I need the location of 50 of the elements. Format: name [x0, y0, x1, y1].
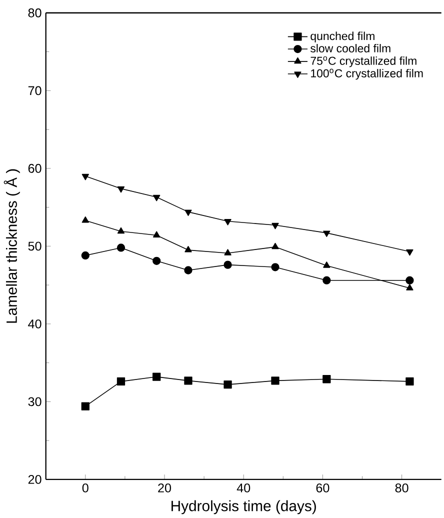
- point: [322, 262, 330, 268]
- point: [224, 260, 232, 269]
- point: [224, 219, 232, 226]
- point: [184, 246, 192, 252]
- point: [184, 266, 192, 274]
- y-tick-label: 40: [28, 319, 42, 328]
- point: [184, 210, 192, 216]
- point: [224, 249, 232, 256]
- y-tick-label: 70: [28, 86, 42, 96]
- x-tick-label: 60: [316, 483, 330, 492]
- point: [272, 242, 279, 250]
- point: [152, 194, 160, 202]
- point: [116, 377, 125, 386]
- legend-label: qunched film: [310, 32, 374, 42]
- point: [152, 256, 161, 265]
- legend-label: slow cooled film: [310, 44, 390, 52]
- point: [117, 186, 124, 193]
- y-tick-label: 60: [28, 164, 42, 173]
- y-tick-label: 80: [28, 8, 42, 18]
- point: [322, 375, 331, 384]
- x-tick-label: 20: [158, 483, 171, 492]
- legend-label: 75$^{o}$C crystallized film: [310, 56, 416, 68]
- point: [116, 244, 125, 252]
- x-axis-title: Hydrolysis time (days): [171, 500, 316, 514]
- point: [406, 284, 414, 290]
- point: [406, 249, 414, 256]
- x-tick-label: 80: [395, 483, 408, 492]
- point: [271, 376, 280, 385]
- y-tick-label: 30: [28, 397, 42, 406]
- point: [184, 376, 192, 385]
- y-axis-title: Lamellar thickness ( Å ): [4, 169, 20, 323]
- point: [322, 276, 331, 284]
- point: [406, 377, 414, 386]
- point: [81, 251, 90, 260]
- point: [322, 230, 330, 237]
- point: [224, 380, 232, 389]
- point: [272, 222, 279, 230]
- y-tick-label: 50: [28, 242, 42, 251]
- point: [152, 372, 161, 381]
- point: [406, 276, 414, 284]
- point: [271, 263, 280, 272]
- point: [82, 216, 89, 223]
- y-tick-label: 20: [28, 474, 42, 484]
- x-tick-label: 40: [236, 483, 250, 492]
- point: [152, 231, 160, 238]
- point: [81, 402, 90, 410]
- point: [117, 227, 124, 234]
- x-tick-label: 0: [82, 483, 88, 492]
- legend-label: 100$^{o}$C crystallized film: [310, 68, 423, 80]
- point: [82, 174, 89, 180]
